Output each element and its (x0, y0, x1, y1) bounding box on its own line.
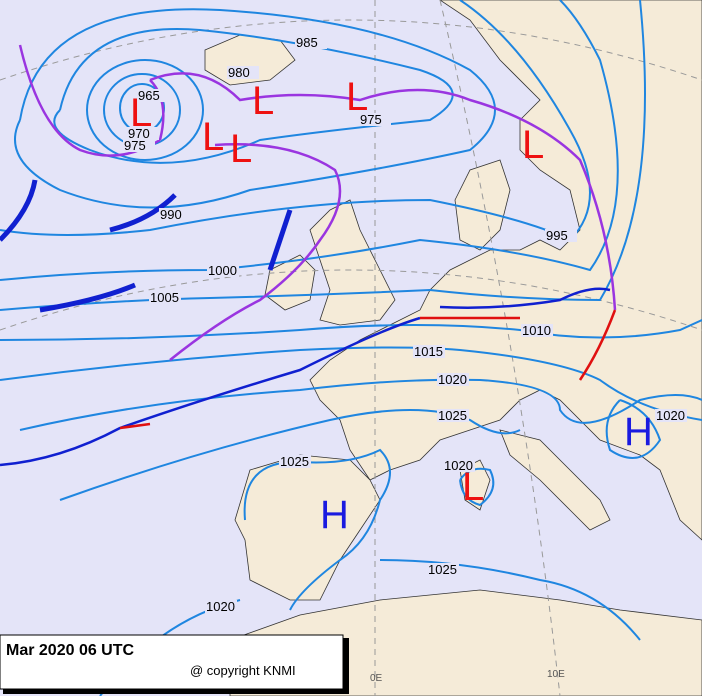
isobar-label: 1005 (150, 290, 179, 305)
isobar (59, 409, 521, 501)
cold-front (0, 287, 611, 467)
label-bg (413, 345, 445, 358)
isobar (14, 8, 496, 209)
pressure-center: H (624, 410, 653, 454)
isobar-label: 1025 (428, 562, 457, 577)
label-bg (437, 409, 469, 422)
label-bg (149, 291, 181, 304)
isobar-label: 1020 (444, 458, 473, 473)
label-bg (655, 409, 687, 422)
pressure-center: L (230, 127, 252, 171)
isobar-label: 1020 (438, 372, 467, 387)
isobar-label: 1025 (280, 454, 309, 469)
footer-date: Mar 2020 06 UTC (6, 642, 135, 659)
meridian-label: 10E (547, 669, 565, 680)
parallel (0, 269, 702, 331)
label-bg (127, 127, 159, 140)
fronts (0, 44, 617, 467)
pressure-center: L (130, 91, 152, 135)
label-bg (443, 459, 475, 472)
label-bg (227, 66, 259, 79)
meridian-label: 0E (370, 673, 383, 684)
isobar-label: 1010 (522, 323, 551, 338)
footer: Mar 2020 06 UTC @ copyright KNMI (0, 634, 349, 694)
isobar (86, 59, 204, 161)
isobar-label: 1020 (206, 599, 235, 614)
label-bg (295, 36, 327, 49)
label-bg (359, 113, 391, 126)
pressure-center: L (252, 79, 274, 123)
label-bg (545, 229, 577, 242)
label-bg (205, 600, 237, 613)
label-bg (521, 324, 553, 337)
labels: 9859809759659709759909951000100510101015… (123, 35, 687, 684)
trough (0, 179, 293, 313)
occluded-front (169, 143, 342, 361)
italy (499, 429, 611, 531)
footer-box (0, 634, 344, 690)
isobar-label: 970 (128, 126, 150, 141)
isobar-label: 1015 (414, 344, 443, 359)
isobar-label: 1000 (208, 263, 237, 278)
isobar (605, 399, 662, 459)
isobar-label: 995 (546, 228, 568, 243)
pressure-center: L (346, 75, 368, 119)
pressure-center: L (462, 465, 484, 509)
footer-copyright: @ copyright KNMI (190, 663, 296, 678)
isobar-label: 990 (160, 207, 182, 222)
pressure-center: L (202, 115, 224, 159)
pressure-center: H (320, 493, 349, 537)
parallel (0, 19, 702, 81)
label-bg (123, 139, 155, 152)
isobar (0, 0, 619, 281)
isobar-label: 975 (360, 112, 382, 127)
label-bg (207, 264, 239, 277)
isobar (19, 378, 702, 431)
occluded-front (18, 44, 617, 311)
warm-front (119, 309, 617, 430)
isobar (243, 448, 391, 611)
europe (309, 0, 702, 541)
label-bg (427, 563, 459, 576)
isobar-label: 965 (138, 88, 160, 103)
label-bg (137, 89, 169, 102)
isobar (0, 319, 702, 341)
isobar-label: 975 (124, 138, 146, 153)
pressure-center: L (522, 123, 544, 167)
iberia (234, 454, 381, 601)
jutland (454, 159, 511, 251)
isobar (53, 28, 454, 164)
isobar-label: 1025 (438, 408, 467, 423)
isobar (0, 0, 591, 242)
isobar (379, 559, 641, 641)
label-bg (279, 455, 311, 468)
label-bg (437, 373, 469, 386)
label-bg (159, 208, 191, 221)
isobar-label: 1020 (656, 408, 685, 423)
isobar-label: 980 (228, 65, 250, 80)
isobar-label: 985 (296, 35, 318, 50)
